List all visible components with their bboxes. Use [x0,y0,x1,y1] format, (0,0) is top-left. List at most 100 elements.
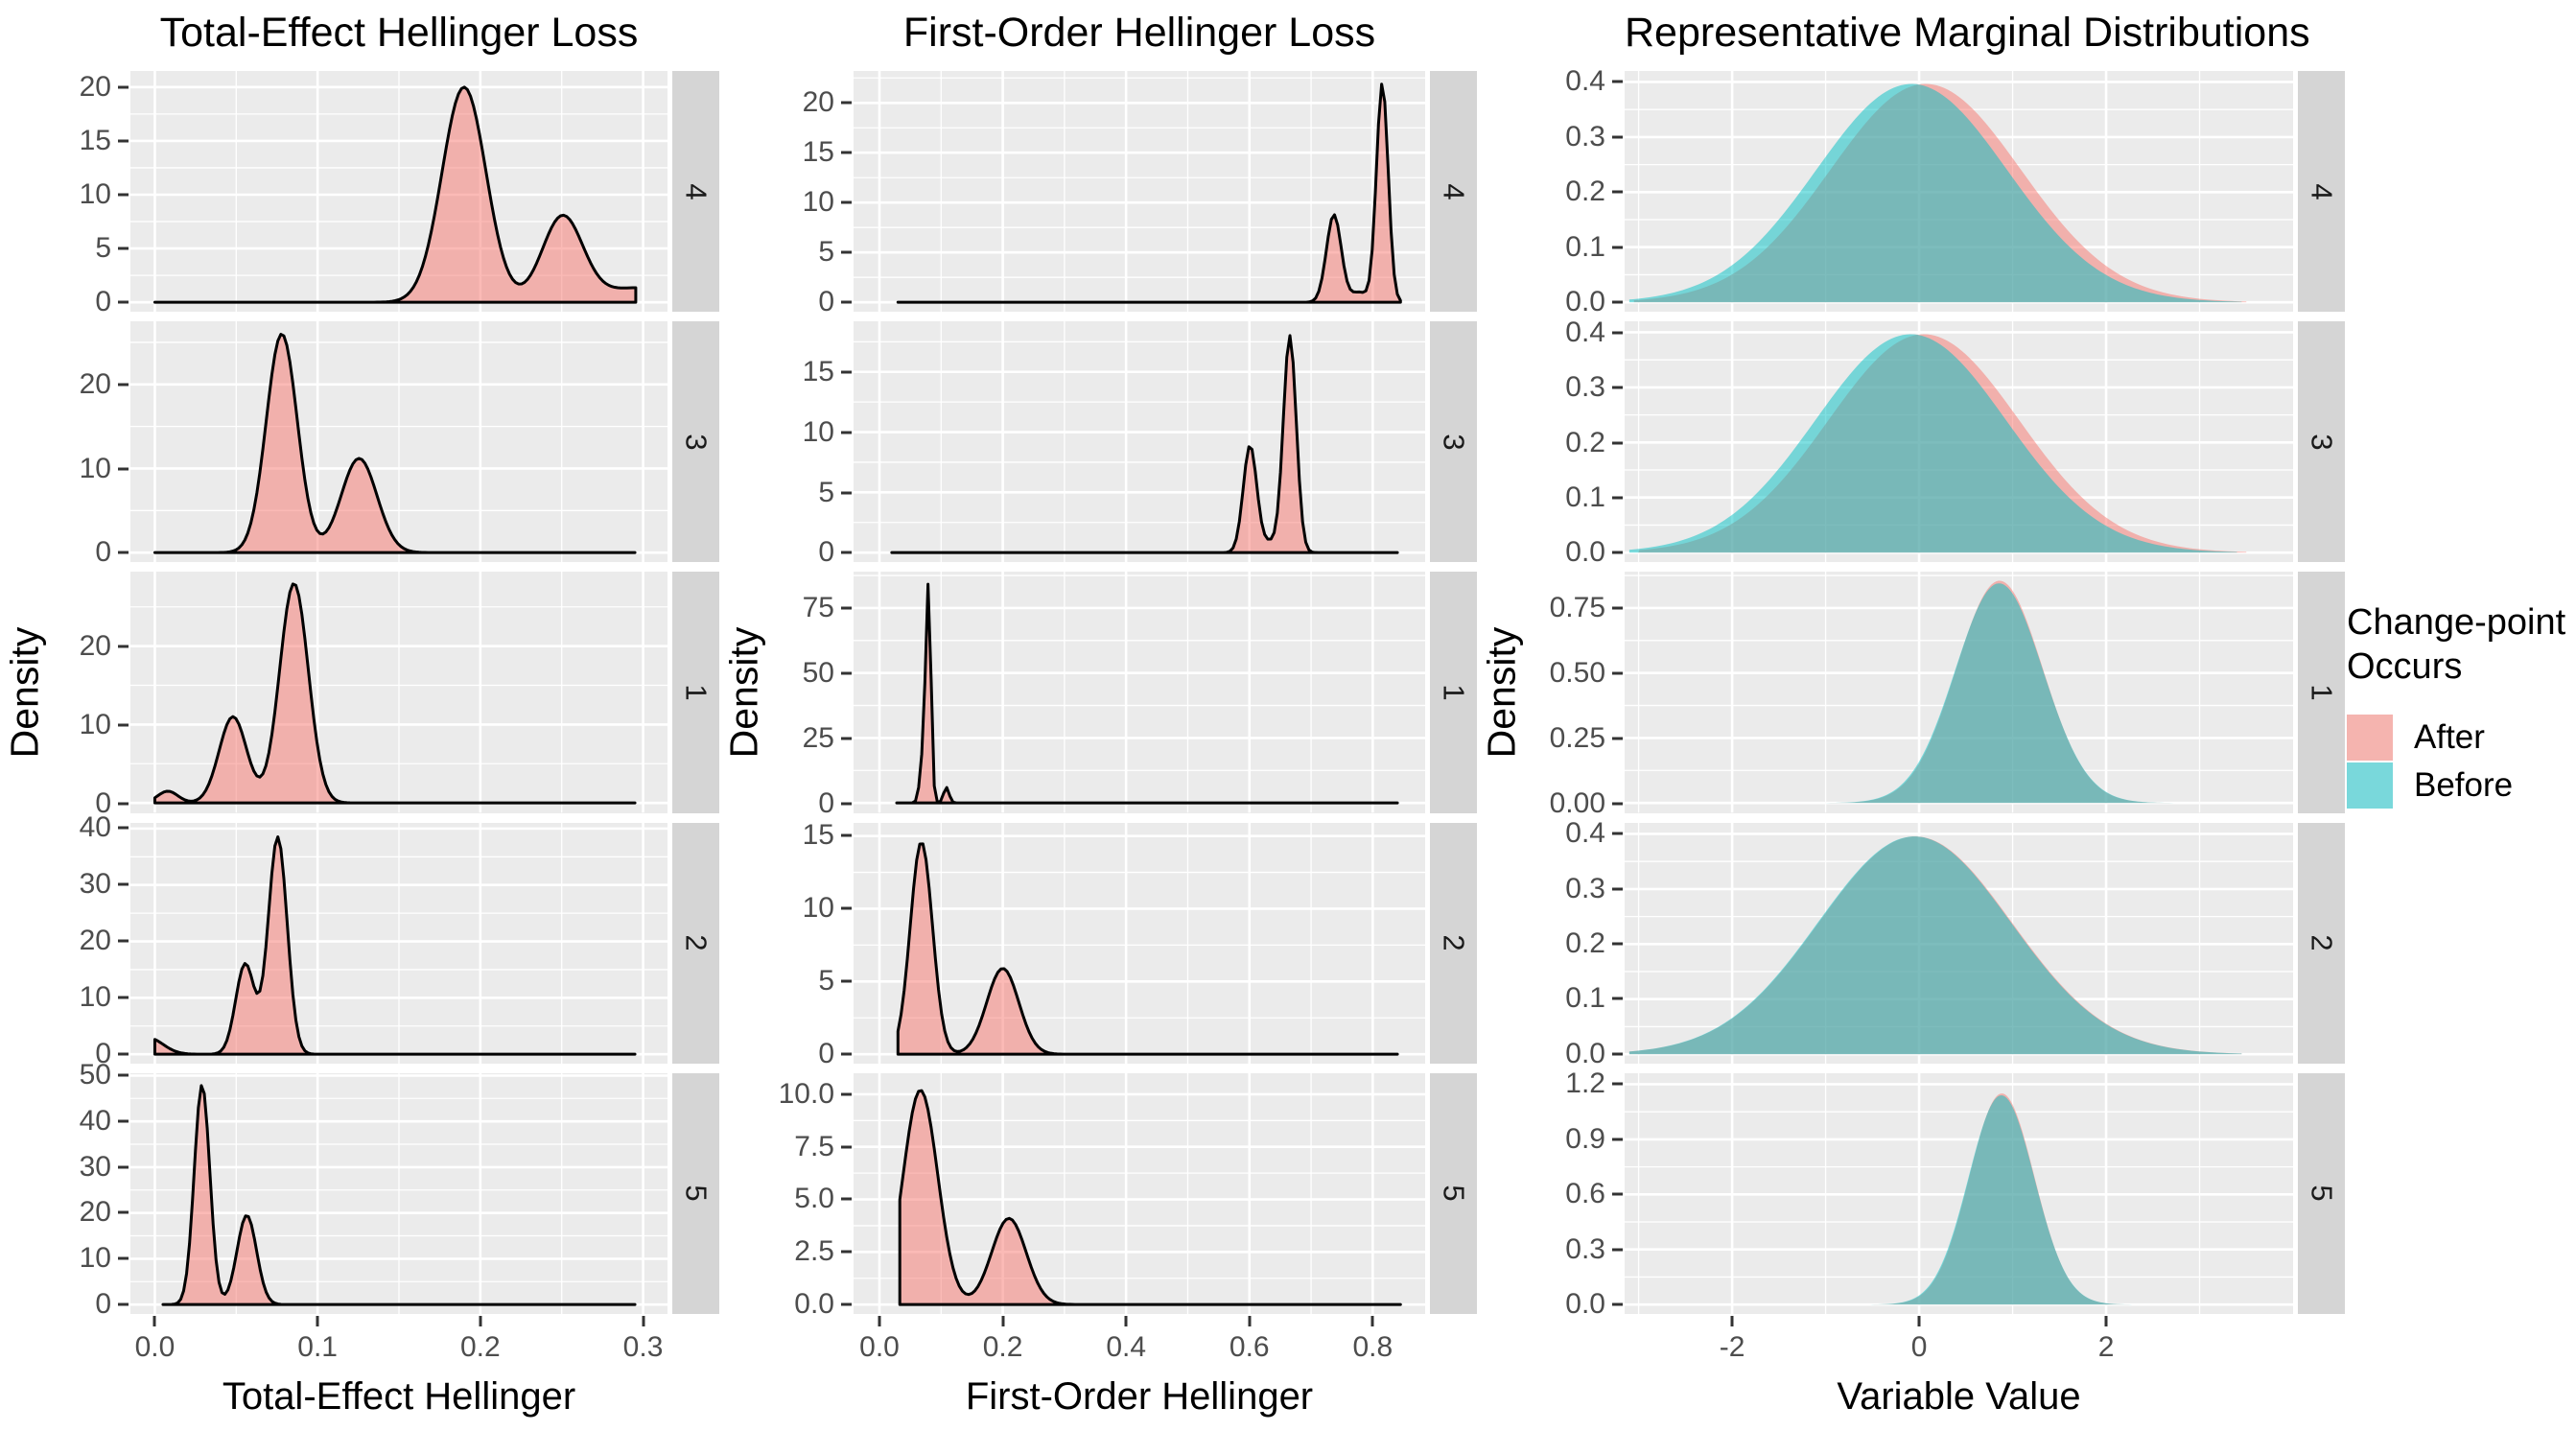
facet-row: 0 5 10 15 2 [719,819,1477,1069]
facet-row: 0 25 50 75 1 [719,572,1477,819]
y-tick-label: 0.4 [1565,65,1605,98]
facet-strip: 5 [1430,1072,1477,1315]
density-spacer [719,823,769,1064]
y-tick-mark [118,246,129,250]
facet-row: 0.0 0.3 0.6 0.9 1.2 5 [1477,1067,2345,1320]
facet-strip-label: 4 [1437,182,1471,200]
y-tick-mark [841,1302,852,1306]
y-tick-label: 10 [802,415,834,448]
facet-row: 0 10 20 30 40 50 5 [0,1059,719,1320]
column-title: Representative Marginal Distributions [1625,10,2310,56]
y-tick-mark [841,802,852,806]
density-spacer [1477,1073,1527,1314]
facet-row: 0.0 0.1 0.2 0.3 0.4 4 [1477,65,2345,317]
density-spacer [0,321,50,562]
y-tick-label: 0.4 [1565,817,1605,850]
column-title: Total-Effect Hellinger Loss [159,10,639,56]
y-tick-mark [1612,942,1623,946]
facet-row: 0.0 2.5 5.0 7.5 10.0 5 [719,1072,1477,1320]
facet-stack: 0.0 0.1 0.2 0.3 0.4 4 0.0 0.1 0.2 0.3 0.4 3 0.00 0.25… [1477,65,2345,1320]
x-tick-mark [1917,1316,1921,1326]
facet-row: 0 10 20 1 [0,572,719,819]
x-axis-title-row: Total-Effect Hellinger [0,1366,719,1427]
panel-canvas [854,321,1425,562]
y-tick-label: 0.25 [1549,721,1605,754]
x-axis-row: 0.0 0.2 0.4 0.6 0.8 [719,1314,1477,1366]
x-tick-mark [316,1316,319,1326]
plot-panel [1625,1072,2293,1315]
panel-canvas [854,71,1425,312]
y-tick-mark [1612,1192,1623,1196]
y-tick-label: 10 [79,708,111,740]
y-tick-label: 30 [79,868,111,901]
x-tick-mark [878,1316,881,1326]
legend: Change-point Occurs After Before [2345,10,2576,1431]
density-curve-before [1628,334,2237,553]
legend-key-after [2347,714,2393,761]
density-spacer [719,321,769,562]
y-tick-mark [1612,802,1623,806]
legend-title-line2: Occurs [2347,646,2463,687]
density-curve-after [154,87,635,302]
y-tick-mark [118,85,129,89]
y-tick-label: 10 [79,1242,111,1275]
y-tick-label: 0.50 [1549,657,1605,690]
y-tick-label: 15 [802,355,834,387]
y-tick-mark [118,645,129,648]
density-curve-after [898,843,1397,1053]
y-tick-mark [1612,1082,1623,1086]
x-axis-row: 0.0 0.1 0.2 0.3 [0,1314,719,1366]
y-tick-label: 0.2 [1565,927,1605,959]
facet-strip-label: 3 [1437,434,1471,451]
facet-strip-label: 2 [679,934,714,951]
column-title-row: Total-Effect Hellinger Loss [0,10,719,71]
facet-strip: 3 [1430,321,1477,563]
y-tick-label: 15 [802,136,834,169]
y-tick-mark [118,467,129,471]
y-tick-mark [841,101,852,105]
x-axis-title: Total-Effect Hellinger [222,1374,576,1418]
y-tick-mark [118,1165,129,1169]
legend-key-before [2347,762,2393,809]
x-axis-row: -2 0 2 [1477,1314,2345,1366]
y-tick-label: 0.3 [1565,120,1605,152]
density-curve-before [1628,83,2242,303]
y-tick-label: 20 [79,925,111,957]
density-spacer [0,823,50,1064]
x-tick-mark [1124,1316,1128,1326]
facet-row: 0.00 0.25 0.50 0.75 1 [1477,572,2345,819]
x-tick-label: 0.4 [1106,1331,1147,1363]
y-tick-mark [1612,386,1623,389]
density-spacer [719,1073,769,1314]
facet-strip: 2 [1430,822,1477,1064]
facet-row: 0 5 10 15 20 4 [0,70,719,317]
plot-panel [854,822,1425,1064]
x-tick-mark [1370,1316,1374,1326]
y-tick-label: 7.5 [794,1130,834,1162]
y-tick-label: 20 [79,367,111,400]
y-axis-labels: 0 5 10 15 20 [50,70,130,317]
y-tick-label: 2.5 [794,1235,834,1268]
legend-label: After [2414,717,2485,756]
y-tick-mark [841,737,852,740]
facet-strip-label: 2 [1437,934,1471,951]
density-curve-after [163,1086,635,1304]
y-tick-label: 20 [79,70,111,103]
y-tick-label: 0.1 [1565,982,1605,1015]
y-tick-label: 40 [79,811,111,844]
panel-canvas [130,321,667,562]
y-tick-label: 0.1 [1565,481,1605,513]
y-tick-label: 0.4 [1565,316,1605,348]
y-tick-mark [118,996,129,999]
y-tick-label: 5 [95,232,111,265]
y-tick-label: 0 [95,536,111,569]
y-tick-label: 0.2 [1565,426,1605,458]
y-tick-label: 0 [95,286,111,318]
panel-canvas [1625,572,2293,812]
density-curve-after [154,836,635,1054]
facet-strip: 4 [2298,71,2345,313]
plot-panel [130,1072,667,1315]
y-tick-mark [118,1073,129,1077]
y-tick-mark [1612,246,1623,249]
legend-title: Change-point Occurs [2347,601,2565,689]
